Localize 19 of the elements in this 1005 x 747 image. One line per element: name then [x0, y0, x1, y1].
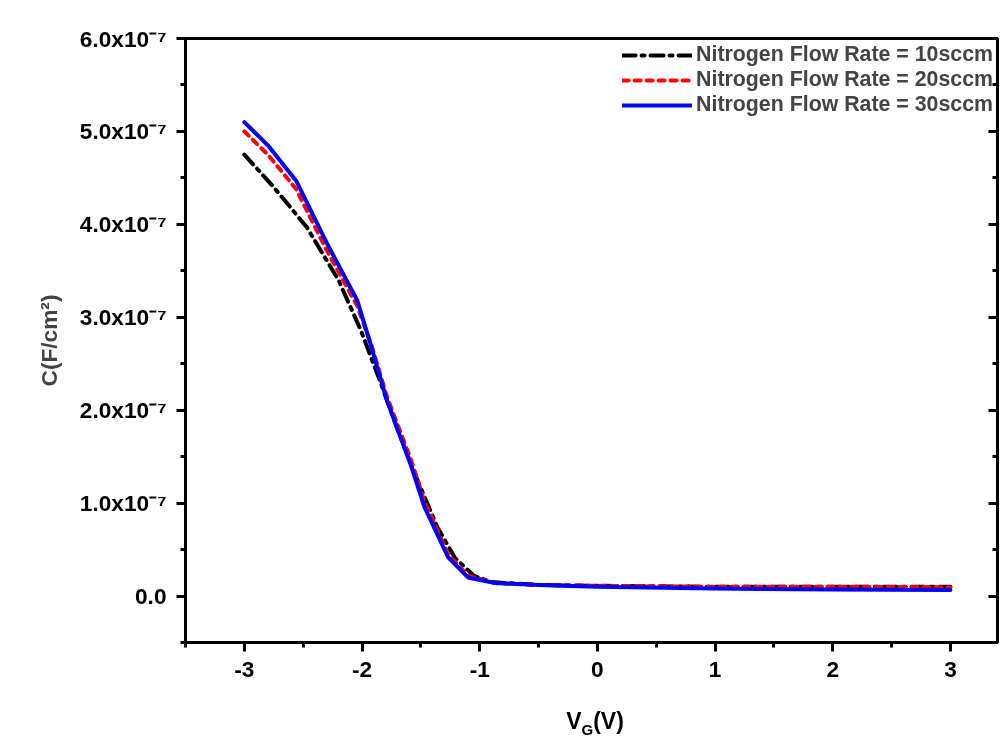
- x-tick-label: 2: [826, 655, 840, 682]
- x-tick-label: -1: [469, 655, 490, 682]
- y-tick-label: 6.0x10⁻⁷: [79, 25, 167, 52]
- x-tick-label: -3: [234, 655, 255, 682]
- y-tick-label: 1.0x10⁻⁷: [79, 490, 167, 517]
- x-tick-label: -2: [351, 655, 373, 682]
- x-axis-title: V$_{G}$(V): [565, 707, 625, 740]
- legend-label: Nitrogen Flow Rate = 30sccm: [696, 92, 993, 117]
- y-tick-label: 4.0x10⁻⁷: [79, 211, 167, 238]
- y-tick-label: 3.0x10⁻⁷: [79, 304, 167, 331]
- legend-label: Nitrogen Flow Rate = 10sccm: [696, 42, 993, 67]
- x-tick-label: 0: [591, 655, 604, 682]
- y-tick-label: 2.0x10⁻⁷: [79, 397, 167, 424]
- x-tick-label: 1: [708, 655, 722, 682]
- y-tick-label: 0.0: [135, 583, 167, 610]
- legend-label: Nitrogen Flow Rate = 20sccm: [696, 67, 993, 92]
- y-tick-label: 5.0x10⁻⁷: [79, 118, 167, 145]
- x-tick-label: 3: [944, 655, 957, 682]
- y-axis-title: C(F/cm²): [35, 294, 62, 387]
